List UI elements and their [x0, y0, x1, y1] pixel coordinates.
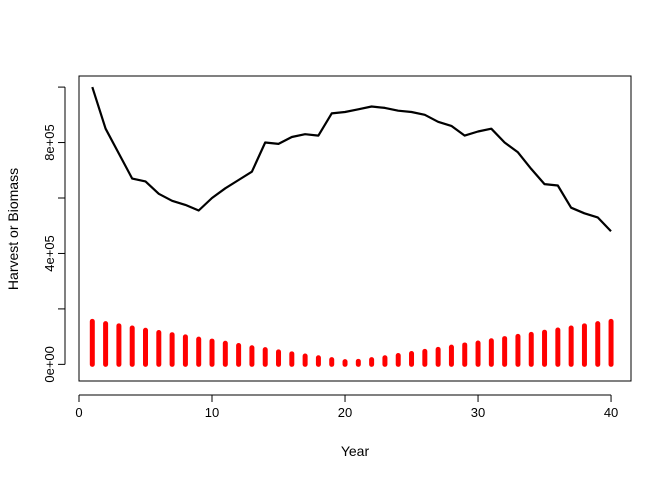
x-tick-label-0: 0	[75, 405, 82, 420]
y-tick-label-0: 0e+00	[42, 346, 57, 383]
x-tick-label-40: 40	[604, 405, 618, 420]
x-tick-label-20: 20	[338, 405, 352, 420]
y-tick-label-800000: 8e+05	[42, 124, 57, 161]
x-tick-label-10: 10	[205, 405, 219, 420]
x-tick-label-30: 30	[471, 405, 485, 420]
plot-frame	[78, 75, 632, 382]
y-axis: 0e+00 4e+05 8e+05	[42, 86, 66, 383]
y-axis-label: Harvest or Biomass	[5, 168, 21, 290]
plot-area	[89, 86, 614, 367]
biomass-line	[91, 86, 612, 233]
x-axis: 0 10 20 30 40	[75, 394, 618, 420]
x-axis-label: Year	[341, 443, 370, 459]
y-tick-label-400000: 4e+05	[42, 235, 57, 272]
